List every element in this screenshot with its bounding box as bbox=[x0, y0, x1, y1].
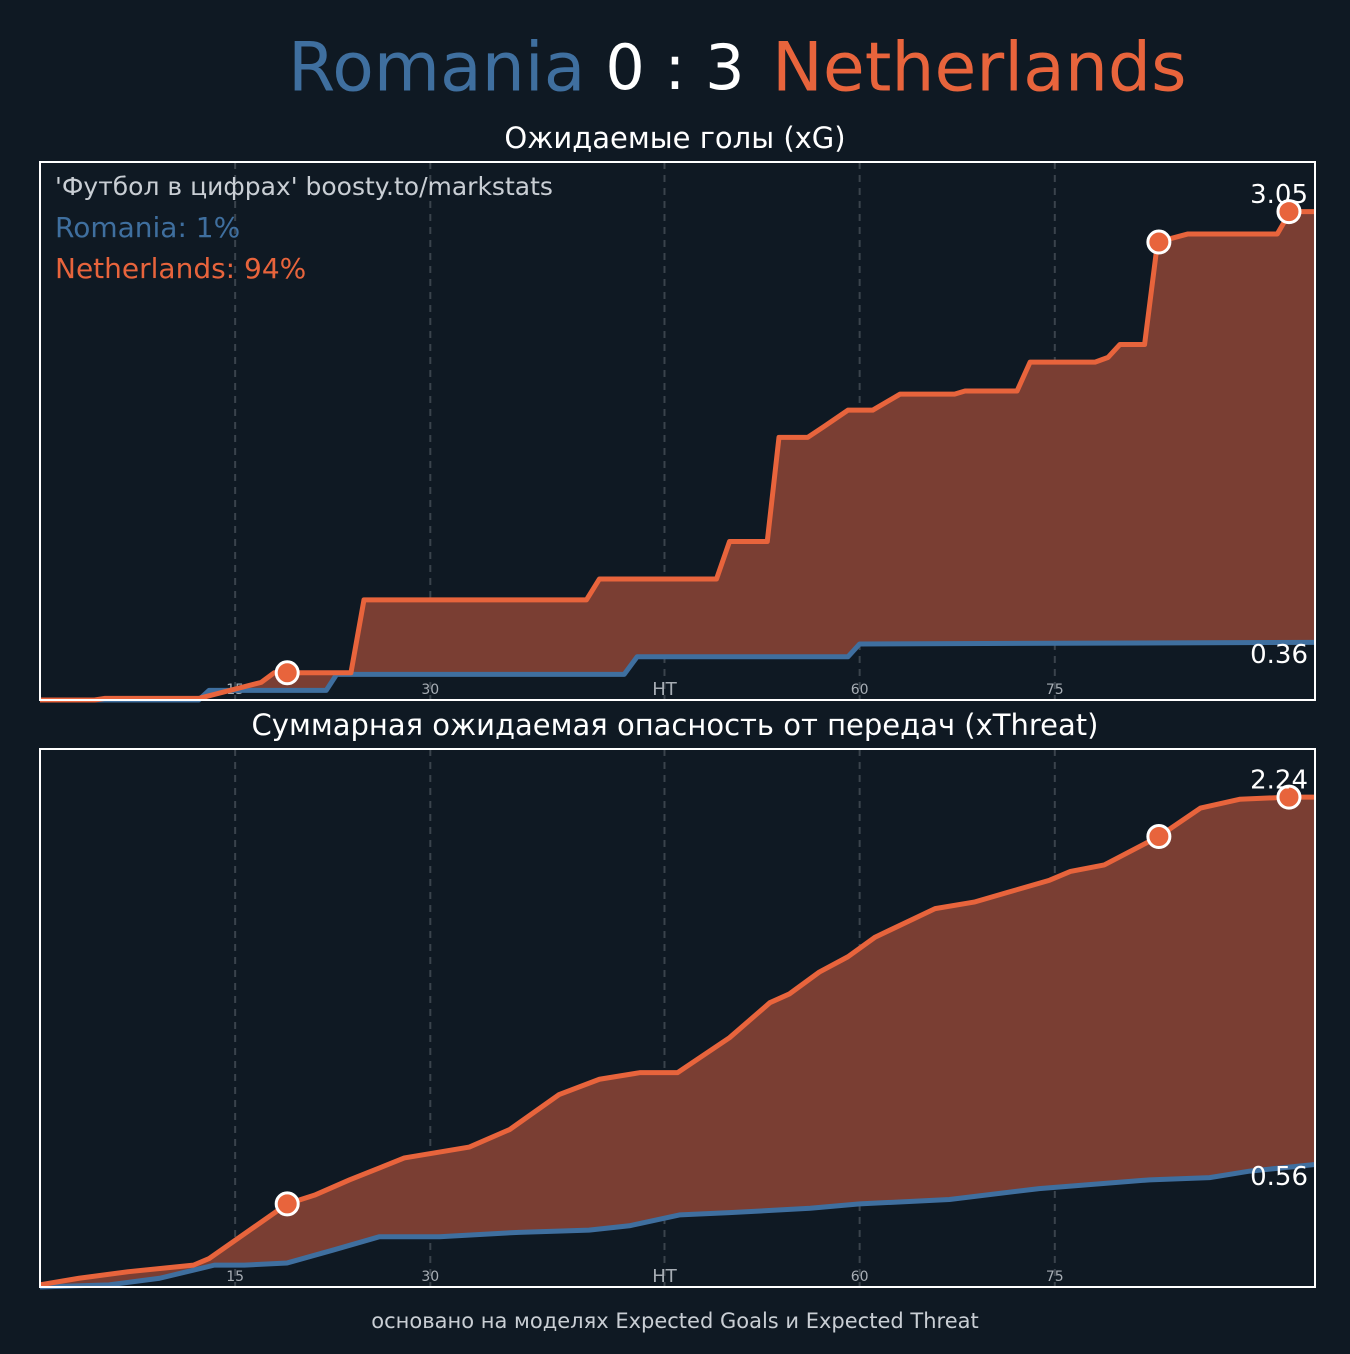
footer: основано на моделях Expected Goals и Exp… bbox=[371, 1309, 978, 1333]
x-tick-label: 60 bbox=[851, 682, 869, 698]
annotation: Romania: 1% bbox=[55, 211, 240, 244]
x-tick-label: 75 bbox=[1046, 1269, 1064, 1285]
annotation: 'Футбол в цифрах' boosty.to/markstats bbox=[55, 172, 553, 201]
x-tick-label: 75 bbox=[1046, 682, 1064, 698]
x-tick-label: 30 bbox=[421, 682, 439, 698]
end-value-label: 3.05 bbox=[1250, 180, 1308, 210]
goal-marker bbox=[274, 1191, 300, 1217]
home-team: Romania bbox=[288, 29, 585, 108]
series-line bbox=[39, 1162, 1316, 1290]
plot-frame bbox=[39, 161, 1316, 701]
x-tick-label: 60 bbox=[851, 1269, 869, 1285]
score: 0 : 3 bbox=[605, 31, 744, 104]
x-tick-label: 15 bbox=[226, 1269, 244, 1285]
goal-marker bbox=[1146, 823, 1172, 849]
area-between bbox=[40, 797, 1315, 1287]
end-value-label: 2.24 bbox=[1250, 766, 1308, 796]
chart-title: Суммарная ожидаемая опасность от передач… bbox=[252, 708, 1099, 742]
goal-marker bbox=[1276, 199, 1302, 225]
end-value-label: 0.36 bbox=[1250, 640, 1308, 670]
chart-title: Ожидаемые голы (xG) bbox=[504, 121, 845, 155]
x-tick-label: HT bbox=[652, 679, 678, 700]
away-team: Netherlands bbox=[772, 29, 1187, 108]
goal-marker bbox=[274, 660, 300, 686]
x-tick-label: HT bbox=[652, 1266, 678, 1287]
x-tick-label: 30 bbox=[421, 1269, 439, 1285]
goal-marker bbox=[1146, 229, 1172, 255]
plot-frame bbox=[39, 748, 1316, 1288]
area-between bbox=[40, 211, 1315, 700]
annotation: Netherlands: 94% bbox=[55, 252, 306, 285]
goal-marker bbox=[1276, 784, 1302, 810]
end-value-label: 0.56 bbox=[1250, 1162, 1308, 1192]
